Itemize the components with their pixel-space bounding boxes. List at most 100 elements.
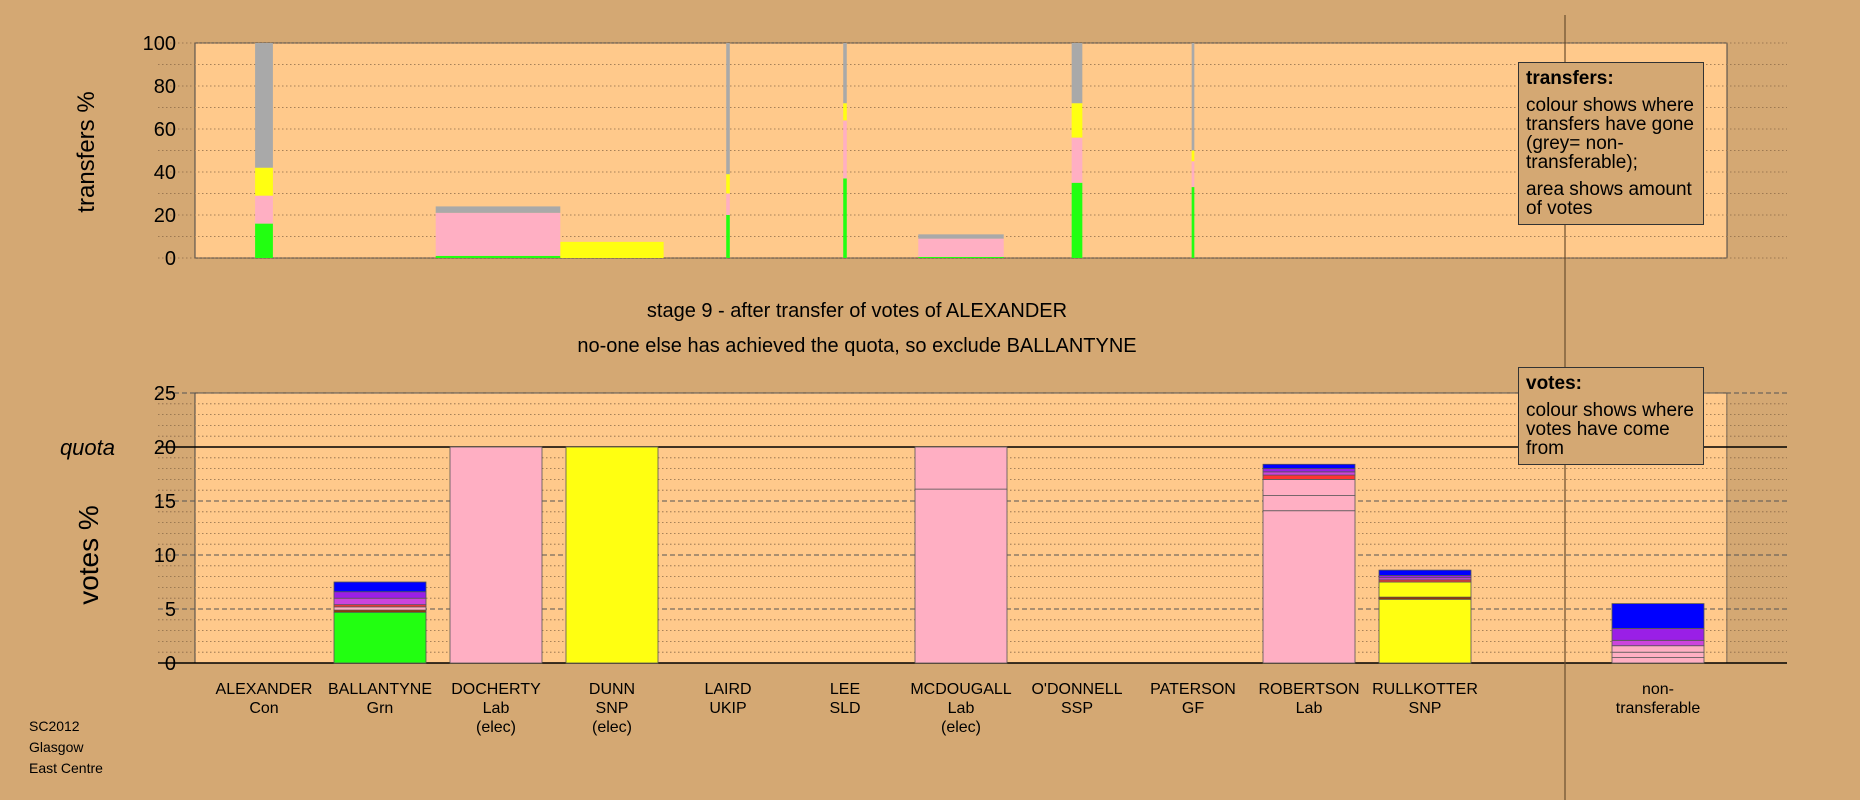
transfers-tick-label: 60 xyxy=(154,119,176,141)
candidate-label: BALLANTYNE Grn xyxy=(322,680,438,718)
vote-segment xyxy=(1262,478,1356,496)
transfers-axis-label: transfers % xyxy=(73,91,100,212)
votes-axis-label: votes % xyxy=(73,505,104,605)
candidate-label: LAIRD UKIP xyxy=(670,680,786,718)
transfer-segment xyxy=(255,223,273,258)
transfer-segment xyxy=(255,195,273,224)
transfer-segment xyxy=(255,43,273,168)
candidate-status: (elec) xyxy=(940,719,981,736)
vote-segment xyxy=(1262,495,1356,512)
vote-segment xyxy=(1378,598,1472,664)
candidate-label: DUNN SNP (elec) xyxy=(554,680,670,737)
transfer-segment xyxy=(1071,43,1083,104)
transfer-segment xyxy=(1071,137,1083,183)
footer-line-1: SC2012 xyxy=(29,718,80,734)
candidate-party: transferable xyxy=(1615,700,1701,717)
votes-margin-shade xyxy=(1727,393,1787,663)
candidate-party: GF xyxy=(1181,700,1205,717)
transfers-tick-label: 100 xyxy=(143,33,176,55)
transfer-segment xyxy=(843,178,847,258)
candidate-party: UKIP xyxy=(709,700,747,717)
vote-segment xyxy=(914,488,1008,664)
candidate-name: DOCHERTY xyxy=(451,681,541,698)
legend-votes: votes: colour shows where votes have com… xyxy=(1518,367,1704,465)
candidate-label: ALEXANDER Con xyxy=(206,680,322,718)
candidate-party: Con xyxy=(249,700,279,717)
vote-segment xyxy=(333,606,427,611)
legend-votes-line1: colour shows where votes have come from xyxy=(1526,400,1694,459)
legend-transfers-line2: area shows amount of votes xyxy=(1526,179,1692,219)
candidate-party: Lab xyxy=(1295,700,1323,717)
candidate-name: non- xyxy=(1641,681,1675,698)
candidate-party: SNP xyxy=(595,700,629,717)
transfer-segment xyxy=(726,43,730,175)
vote-segment xyxy=(1378,581,1472,598)
candidate-name: LEE xyxy=(829,681,861,698)
vote-segment xyxy=(1262,468,1356,473)
votes-tick-label: 10 xyxy=(154,545,176,567)
votes-tick-label: 25 xyxy=(154,383,176,405)
vote-segment xyxy=(333,581,427,593)
legend-votes-title: votes: xyxy=(1526,373,1582,394)
candidate-name: ALEXANDER xyxy=(215,681,313,698)
candidate-name: O'DONNELL xyxy=(1031,681,1123,698)
vote-segment xyxy=(1611,645,1705,653)
vote-segment xyxy=(1611,657,1705,664)
transfer-segment xyxy=(918,238,1004,257)
quota-label: quota xyxy=(60,435,115,460)
vote-segment xyxy=(1611,628,1705,641)
votes-tick-label: 5 xyxy=(165,599,176,621)
transfer-segment xyxy=(918,256,1004,258)
candidate-name: DUNN xyxy=(588,681,636,698)
transfer-segment xyxy=(918,234,1004,239)
candidate-status: (elec) xyxy=(591,719,632,736)
transfer-segment xyxy=(1191,187,1195,258)
vote-segment xyxy=(333,611,427,664)
votes-tick-label: 15 xyxy=(154,491,176,513)
stage-title: stage 9 - after transfer of votes of ALE… xyxy=(646,300,1068,322)
vote-segment xyxy=(449,446,543,664)
transfers-plot-area xyxy=(194,42,1728,259)
candidate-name: MCDOUGALL xyxy=(910,681,1012,698)
candidate-party: Lab xyxy=(947,700,975,717)
vote-segment xyxy=(1262,474,1356,480)
legend-transfers-line1: colour shows where transfers have gone (… xyxy=(1526,95,1694,173)
vote-segment xyxy=(914,446,1008,490)
vote-segment xyxy=(333,591,427,599)
candidate-label: PATERSON GF xyxy=(1135,680,1251,718)
vote-segment xyxy=(1611,639,1705,647)
transfer-segment xyxy=(560,241,664,258)
candidate-name: BALLANTYNE xyxy=(327,681,433,698)
transfer-segment xyxy=(726,174,730,194)
candidate-name: PATERSON xyxy=(1150,681,1236,698)
candidate-party: SNP xyxy=(1408,700,1442,717)
candidate-party: SLD xyxy=(829,700,861,717)
candidate-party: SSP xyxy=(1060,700,1093,717)
legend-transfers-title: transfers: xyxy=(1526,68,1614,89)
vote-segment xyxy=(1262,471,1356,476)
transfers-tick-label: 20 xyxy=(154,205,176,227)
vote-segment xyxy=(1611,603,1705,629)
transfer-segment xyxy=(435,255,561,258)
candidate-name: RULLKOTTER xyxy=(1372,681,1478,698)
transfer-segment xyxy=(435,206,561,213)
legend-transfers: transfers: colour shows where transfers … xyxy=(1518,62,1704,225)
stage-note: no-one else has achieved the quota, so e… xyxy=(577,335,1137,357)
candidate-name: LAIRD xyxy=(704,681,752,698)
candidate-label: RULLKOTTER SNP xyxy=(1367,680,1483,718)
vote-segment xyxy=(565,446,659,664)
candidate-label: non-transferable xyxy=(1600,680,1716,718)
candidate-label: MCDOUGALL Lab (elec) xyxy=(903,680,1019,737)
transfer-segment xyxy=(1071,103,1083,138)
transfer-segment xyxy=(843,43,847,104)
transfer-segment xyxy=(255,167,273,196)
votes-tick-label: 0 xyxy=(165,653,176,675)
candidate-label: LEE SLD xyxy=(787,680,903,718)
vote-segment xyxy=(1262,463,1356,469)
vote-segment xyxy=(1262,510,1356,664)
candidate-party: Grn xyxy=(366,700,394,717)
candidate-label: ROBERTSON Lab xyxy=(1251,680,1367,718)
transfer-segment xyxy=(1191,161,1195,188)
votes-tick-label: 20 xyxy=(154,437,176,459)
